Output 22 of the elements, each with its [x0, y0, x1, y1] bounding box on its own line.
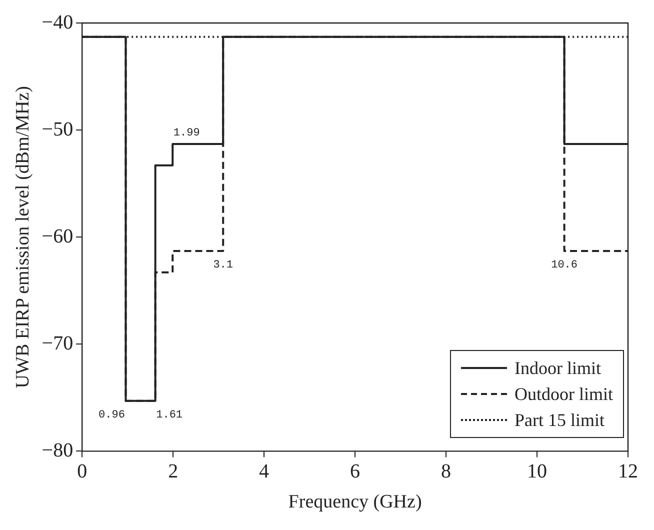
annotation: 0.96 — [98, 409, 125, 422]
x-tick-label: 2 — [168, 460, 178, 482]
x-tick-label: 12 — [618, 460, 638, 482]
x-tick-label: 8 — [441, 460, 452, 482]
annotation: 1.61 — [156, 409, 183, 422]
legend-label: Outdoor limit — [514, 383, 613, 406]
y-tick-label: −50 — [42, 118, 74, 140]
x-tick-label: 6 — [350, 460, 360, 482]
y-tick-label: −60 — [42, 225, 74, 248]
x-tick-label: 4 — [259, 460, 270, 482]
legend-label: Part 15 limit — [514, 409, 604, 432]
annotation: 1.99 — [173, 127, 200, 140]
y-tick-label: −80 — [42, 439, 74, 462]
x-axis-title: Frequency (GHz) — [288, 492, 422, 513]
annotation: 3.1 — [213, 259, 234, 272]
y-tick-label: −40 — [42, 11, 74, 34]
legend-label: Indoor limit — [514, 357, 601, 380]
y-axis-title: UWB EIRP emission level (dBm/MHz) — [12, 86, 34, 388]
x-tick-label: 10 — [527, 460, 548, 482]
annotation: 10.6 — [551, 259, 578, 272]
y-tick-label: −70 — [42, 332, 74, 354]
x-tick-label: 0 — [77, 460, 88, 482]
